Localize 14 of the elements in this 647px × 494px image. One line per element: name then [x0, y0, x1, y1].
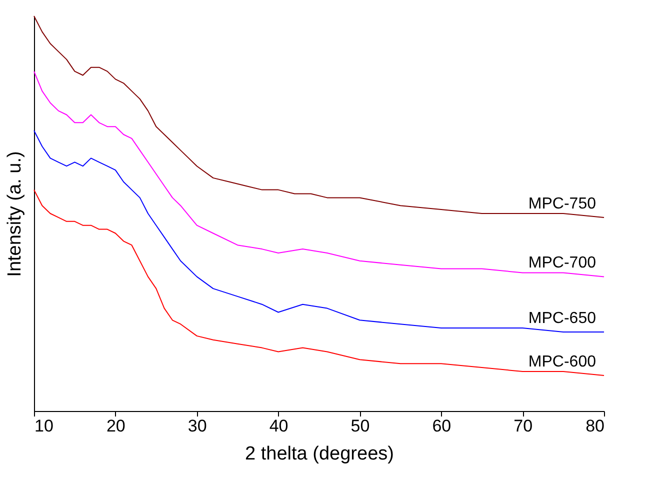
x-tick-label: 50: [350, 416, 370, 436]
x-tick-label: 60: [432, 416, 452, 436]
x-tick-label: 70: [514, 416, 533, 436]
series-label: MPC-600: [528, 353, 596, 370]
x-tick-label: 20: [106, 416, 126, 436]
y-axis-title: Intensity (a. u.): [4, 151, 26, 277]
series-label: MPC-650: [528, 310, 596, 327]
x-axis-title: 2 thelta (degrees): [245, 444, 394, 464]
x-tick-label: 80: [586, 416, 604, 436]
x-tick-label: 10: [34, 416, 54, 436]
x-tick-label: 30: [188, 416, 207, 436]
x-tick-label: 40: [269, 416, 288, 436]
series-label: MPC-750: [528, 195, 596, 212]
series-label: MPC-700: [528, 254, 596, 272]
